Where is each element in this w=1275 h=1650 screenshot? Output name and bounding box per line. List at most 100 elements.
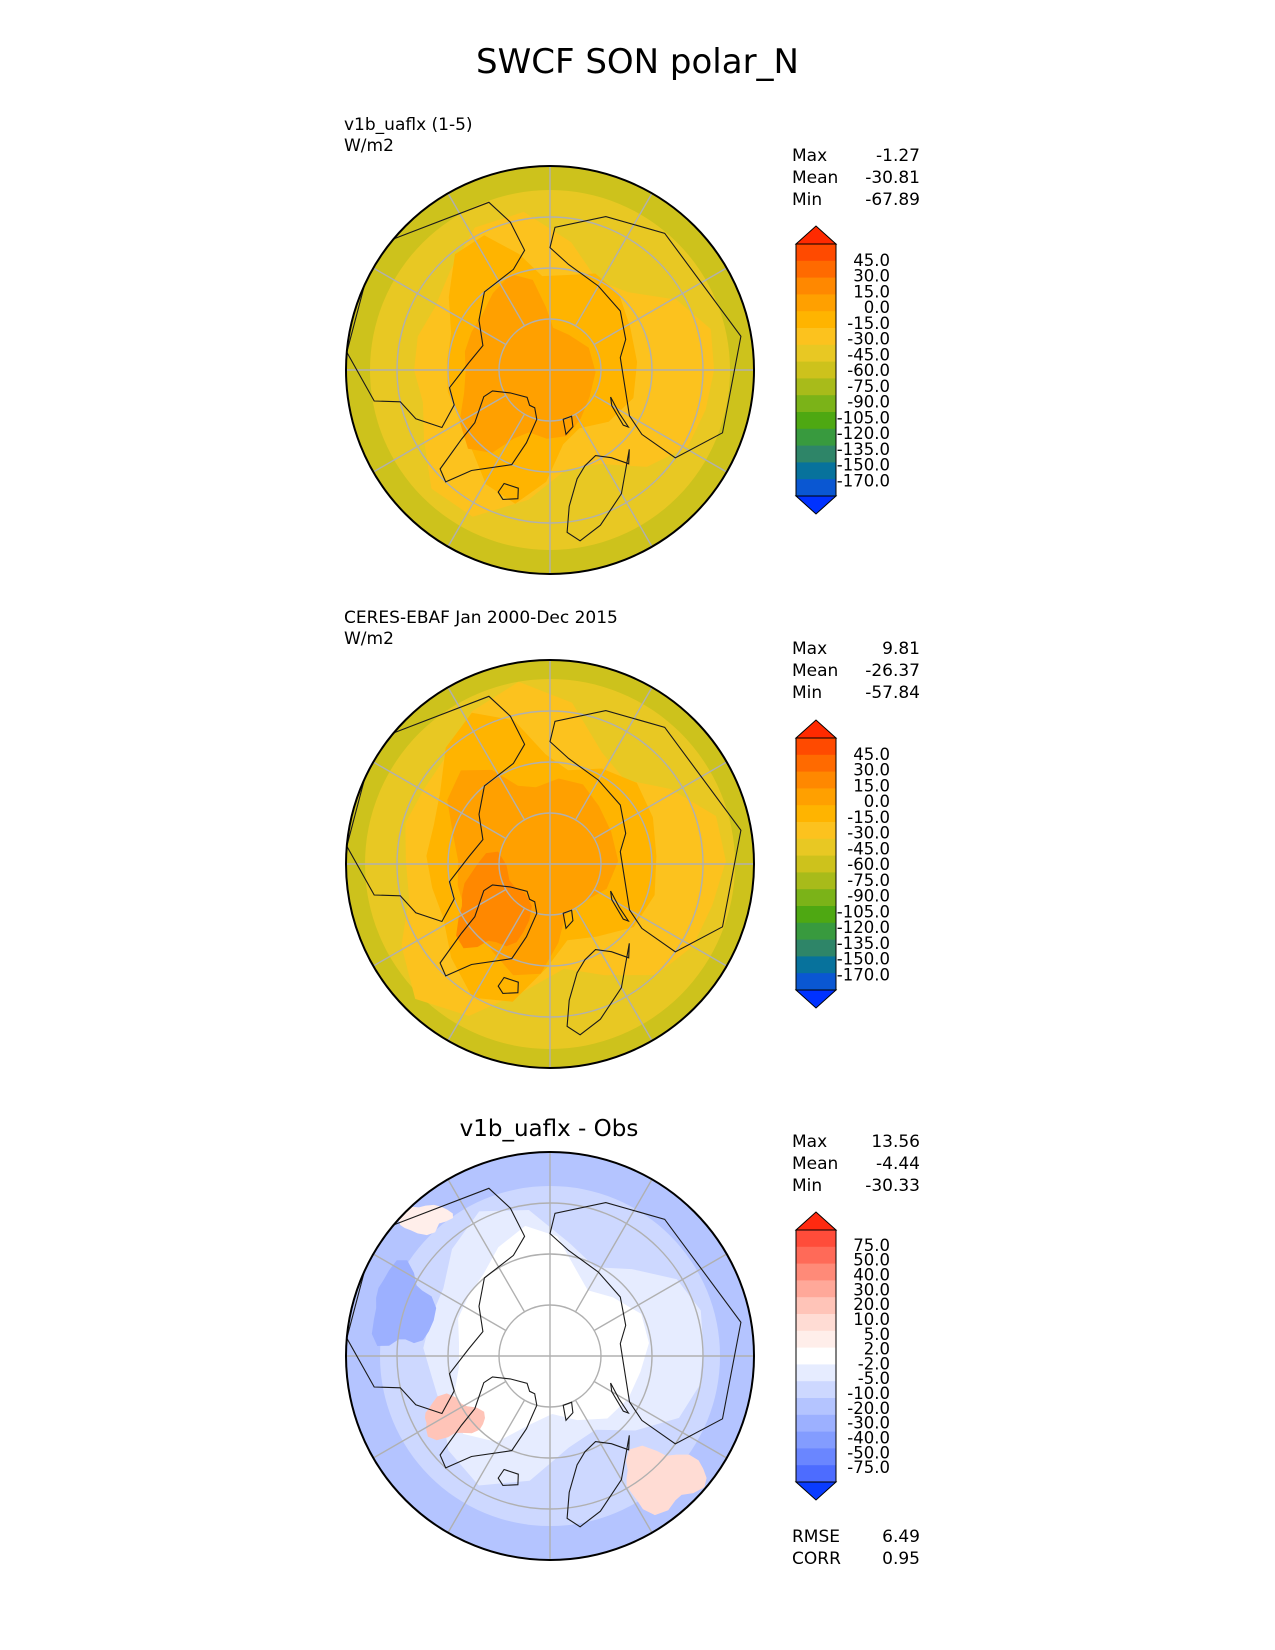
field-contour (371, 1260, 437, 1346)
field-contour (456, 851, 532, 949)
panel-2-stats: Max 9.81 Mean -26.37 Min -57.84 (792, 638, 920, 704)
colorbar-band (796, 939, 836, 957)
field-contour (392, 1204, 453, 1236)
colorbar-band (796, 378, 836, 396)
colorbar-band (796, 754, 836, 773)
coastline (439, 390, 538, 483)
colorbar-tick-label: -50.0 (847, 1443, 890, 1462)
colorbar-band (796, 1448, 836, 1466)
coastline (497, 482, 519, 500)
colorbar-tick-label: -30.0 (847, 824, 890, 843)
coastline (610, 396, 630, 429)
colorbar-band (796, 956, 836, 974)
colorbar-tick-label: 30.0 (853, 761, 890, 780)
coastline (562, 415, 574, 436)
colorbar-tick-label: -135.0 (837, 440, 890, 459)
coastline (439, 884, 538, 977)
colorbar-band (796, 311, 836, 329)
colorbar-band (796, 1431, 836, 1449)
panel-3-stats: Max 13.56 Mean -4.44 Min -30.33 (792, 1131, 920, 1197)
colorbar-band (796, 361, 836, 379)
colorbar-band (796, 906, 836, 924)
colorbar-band (796, 412, 836, 430)
colorbar-band (796, 838, 836, 857)
colorbar-band (796, 462, 836, 480)
colorbar-band (796, 1246, 836, 1265)
colorbar-svg: 45.030.015.00.0-15.0-30.0-45.0-60.0-75.0… (794, 225, 890, 515)
colorbar-band (796, 1364, 836, 1382)
meridian-gridline (442, 413, 526, 556)
meridian-gridline (593, 1380, 736, 1464)
panel-1-units: W/m2 (344, 136, 394, 156)
colorbar-band (796, 294, 836, 312)
meridian-gridline (593, 888, 736, 972)
colorbar-band (796, 889, 836, 907)
colorbar-tick-label: 0.0 (864, 298, 890, 317)
stat-min: Min -30.33 (792, 1176, 920, 1196)
meridian-gridline (364, 888, 507, 972)
stat-corr: CORR 0.95 (792, 1549, 920, 1569)
panel-1-case-name: v1b_uaflx (1-5) (344, 115, 473, 135)
meridian-gridline (574, 1399, 658, 1542)
coastline (610, 890, 630, 923)
colorbar-tick-label: -45.0 (847, 839, 890, 858)
colorbar-top-arrow (794, 1211, 838, 1231)
colorbar-tick-label: -120.0 (837, 424, 890, 443)
stat-rmse: RMSE 6.49 (792, 1527, 920, 1547)
stat-max: Max 13.56 (792, 1132, 920, 1152)
meridian-gridline (442, 1399, 526, 1542)
meridian-gridline (574, 678, 658, 821)
colorbar-band (796, 1381, 836, 1399)
polar-map (345, 165, 755, 575)
field-contour (453, 1225, 649, 1442)
meridian-gridline (593, 1248, 736, 1332)
field-contour (626, 1445, 707, 1516)
colorbar-tick-label: -2.0 (858, 1354, 890, 1373)
field-contour (425, 1393, 485, 1441)
colorbar-tick-label: -170.0 (837, 965, 890, 984)
colorbar-tick-label: 5.0 (864, 1325, 890, 1344)
colorbar-tick-label: -120.0 (837, 918, 890, 937)
panel-2-case-name: CERES-EBAF Jan 2000-Dec 2015 (344, 608, 618, 628)
meridian-gridline (574, 1170, 658, 1313)
meridian-gridline (574, 184, 658, 327)
colorbar-tick-label: -15.0 (847, 314, 890, 333)
stat-max: Max 9.81 (792, 639, 920, 659)
coastline (566, 943, 630, 1036)
colorbar-tick-label: 45.0 (853, 745, 890, 764)
meridian-gridline (364, 262, 507, 346)
stat-mean: Mean -26.37 (792, 661, 920, 681)
colorbar-tick-label: -150.0 (837, 950, 890, 969)
colorbar-bottom-arrow (794, 1481, 838, 1501)
colorbar-band (796, 1330, 836, 1349)
colorbar-tick-label: 45.0 (853, 251, 890, 270)
colorbar-tick-label: 15.0 (853, 776, 890, 795)
colorbar-band (796, 788, 836, 806)
colorbar-tick-label: 50.0 (853, 1251, 890, 1270)
colorbar-band (796, 872, 836, 890)
colorbar-tick-label: 0.0 (864, 792, 890, 811)
colorbar-band (796, 277, 836, 295)
panel-2-label: CERES-EBAF Jan 2000-Dec 2015 W/m2 (344, 608, 618, 650)
colorbar-svg: 75.050.040.030.020.010.05.02.0-2.0-5.0-1… (794, 1211, 890, 1501)
colorbar-band (796, 771, 836, 789)
colorbar-band (796, 344, 836, 363)
meridian-gridline (593, 394, 736, 478)
colorbar-tick-label: -45.0 (847, 345, 890, 364)
coastline (610, 1382, 630, 1415)
colorbar-tick-label: -170.0 (837, 471, 890, 490)
colorbar: 45.0 30.0 15.0 0.0 -15.0 -30.0 -45.0 -60.0 -75.0… (788, 716, 908, 1016)
colorbar-tick-label: 40.0 (853, 1265, 890, 1284)
coastline (566, 1435, 630, 1528)
map-boundary (345, 659, 755, 1069)
colorbar-band (796, 1263, 836, 1281)
colorbar-svg: 45.030.015.00.0-15.0-30.0-45.0-60.0-75.0… (794, 719, 890, 1009)
coastline (562, 909, 574, 930)
colorbar-tick-label: -75.0 (847, 871, 890, 890)
colorbar-tick-label: -105.0 (837, 902, 890, 921)
colorbar-bottom-arrow (794, 989, 838, 1009)
colorbar-band (796, 855, 836, 873)
map-boundary (345, 1151, 755, 1561)
meridian-gridline (364, 1380, 507, 1464)
stat-mean: Mean -4.44 (792, 1154, 920, 1174)
